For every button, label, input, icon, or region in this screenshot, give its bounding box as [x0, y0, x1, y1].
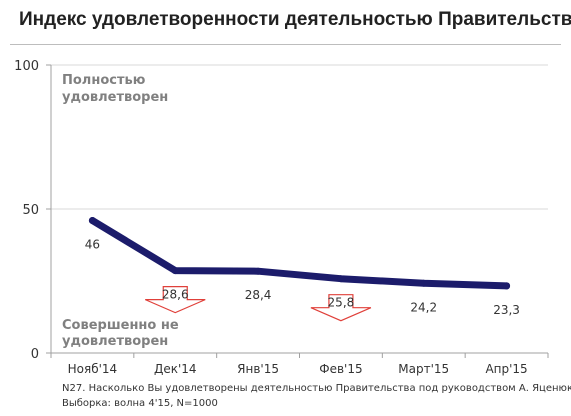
x-tick-label: Апр'15: [485, 362, 527, 376]
x-tick-label: Март'15: [398, 362, 449, 376]
x-tick-label: Фев'15: [319, 362, 362, 376]
data-point: [503, 282, 511, 290]
data-point: [88, 217, 96, 225]
gridlines: [51, 64, 548, 210]
data-labels: 46 28,6 28,4 25,8 24,2 23,3: [85, 238, 520, 317]
axes: [46, 64, 549, 358]
x-tick-labels: Нояб'14 Дек'14 Янв'15 Фев'15 Март'15 Апр'15: [68, 362, 528, 376]
data-label: 28,6: [162, 288, 189, 302]
data-label: 28,4: [245, 288, 272, 302]
x-tick-label: Янв'15: [237, 362, 279, 376]
data-point: [254, 267, 262, 275]
data-label: 46: [85, 238, 100, 252]
y-tick-label: 0: [31, 347, 39, 362]
sample-footnote: Выборка: волна 4'15, N=1000: [62, 398, 218, 409]
chart-title: Индекс удовлетворенности деятельностью П…: [19, 9, 571, 30]
top-annotation: Полностью: [62, 73, 146, 88]
y-tick-label: 50: [22, 203, 39, 218]
top-annotation: удовлетворен: [62, 90, 168, 105]
series-line: [88, 217, 511, 290]
decline-arrow: [145, 286, 206, 314]
data-label: 23,3: [493, 303, 520, 317]
data-point: [337, 275, 345, 283]
bottom-annotation: Совершенно не: [62, 318, 179, 333]
data-point: [420, 279, 428, 287]
bottom-annotation: удовлетворен: [62, 334, 168, 349]
series-lines: [88, 217, 511, 290]
x-tick-label: Нояб'14: [68, 362, 118, 376]
y-tick-labels: 0 50 100: [14, 59, 39, 362]
x-tick-label: Дек'14: [154, 362, 197, 376]
data-label: 24,2: [410, 300, 437, 314]
data-point: [171, 267, 179, 275]
data-label: 25,8: [328, 296, 355, 310]
decline-arrow: [310, 294, 372, 322]
decline-markers: [145, 286, 372, 322]
y-tick-label: 100: [14, 59, 39, 74]
question-footnote: N27. Насколько Вы удовлетворены деятельн…: [62, 383, 571, 394]
title-divider: [10, 44, 561, 45]
